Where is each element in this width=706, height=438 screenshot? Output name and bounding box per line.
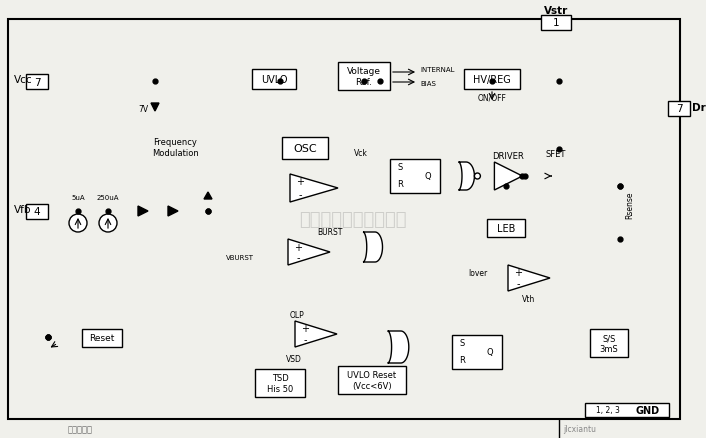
Bar <box>668 102 690 117</box>
Text: BIAS: BIAS <box>420 81 436 87</box>
Text: R: R <box>397 180 403 189</box>
Text: R: R <box>459 356 465 365</box>
Text: -: - <box>516 279 520 288</box>
Bar <box>464 70 520 90</box>
Text: SFET: SFET <box>545 150 566 159</box>
Text: HV/REG: HV/REG <box>473 75 511 85</box>
Text: ON/OFF: ON/OFF <box>477 93 506 102</box>
Text: Drain: Drain <box>692 103 706 113</box>
Bar <box>282 138 328 159</box>
Bar <box>82 329 122 347</box>
Polygon shape <box>168 207 178 216</box>
Text: +: + <box>294 243 302 252</box>
Circle shape <box>474 173 480 180</box>
Polygon shape <box>151 104 159 112</box>
Polygon shape <box>388 331 409 363</box>
Polygon shape <box>290 175 338 202</box>
Bar <box>541 16 571 31</box>
Text: +: + <box>296 177 304 187</box>
Bar <box>487 219 525 237</box>
Text: +: + <box>301 323 309 333</box>
Text: Voltage
Ref.: Voltage Ref. <box>347 67 381 86</box>
Text: UVLO Reset
(Vcc<6V): UVLO Reset (Vcc<6V) <box>347 371 397 390</box>
Text: Reset: Reset <box>90 334 114 343</box>
Text: 1, 2, 3: 1, 2, 3 <box>596 406 620 414</box>
Circle shape <box>219 140 237 158</box>
Text: 7V: 7V <box>138 105 148 114</box>
Bar <box>452 335 502 369</box>
Polygon shape <box>458 162 474 191</box>
Text: Vth: Vth <box>522 295 535 304</box>
Text: Rsense: Rsense <box>626 191 635 218</box>
Text: DRIVER: DRIVER <box>493 152 525 161</box>
Text: INTERNAL: INTERNAL <box>420 67 455 73</box>
Text: -: - <box>304 334 306 344</box>
Text: S: S <box>397 163 402 172</box>
Text: S/S
3mS: S/S 3mS <box>599 334 618 353</box>
Text: Iover: Iover <box>469 269 488 278</box>
Text: -: - <box>297 252 300 262</box>
Text: 杭州寻睬科技有限公司: 杭州寻睬科技有限公司 <box>299 211 407 229</box>
Text: Vstr: Vstr <box>544 6 568 16</box>
Text: Vck: Vck <box>354 149 368 158</box>
Text: Vfb: Vfb <box>14 205 32 215</box>
Text: 7: 7 <box>676 104 682 114</box>
Bar <box>585 403 669 417</box>
Bar <box>255 369 305 397</box>
Polygon shape <box>288 240 330 265</box>
Text: 4: 4 <box>34 207 40 217</box>
Text: +: + <box>514 267 522 277</box>
Bar <box>338 366 406 394</box>
Bar <box>26 75 48 90</box>
Text: 电路原理图: 电路原理图 <box>68 424 92 434</box>
Text: Q: Q <box>486 348 493 357</box>
Polygon shape <box>508 265 550 291</box>
Text: OLP: OLP <box>290 311 305 320</box>
Polygon shape <box>295 321 337 347</box>
Text: Q: Q <box>425 172 431 181</box>
Text: TSD
His 50: TSD His 50 <box>267 374 293 393</box>
Bar <box>590 329 628 357</box>
Text: VBURST: VBURST <box>226 254 254 261</box>
Text: UVLO: UVLO <box>261 75 287 85</box>
Bar <box>390 159 440 194</box>
Text: 5uA: 5uA <box>71 194 85 201</box>
Text: jlcxiantu: jlcxiantu <box>563 424 597 434</box>
Circle shape <box>69 215 87 233</box>
Text: S: S <box>460 339 465 348</box>
Text: 7: 7 <box>34 78 40 87</box>
Text: 1: 1 <box>553 18 559 28</box>
Polygon shape <box>204 193 212 200</box>
Text: 250uA: 250uA <box>97 194 119 201</box>
Text: Vcc: Vcc <box>14 75 32 85</box>
Bar <box>338 63 390 91</box>
Text: BURST: BURST <box>317 228 342 237</box>
Polygon shape <box>494 162 522 191</box>
Bar <box>252 70 296 90</box>
Text: OSC: OSC <box>293 144 317 154</box>
Bar <box>26 205 48 219</box>
Polygon shape <box>363 233 383 262</box>
Text: GND: GND <box>636 405 660 415</box>
Text: Frequency
Modulation: Frequency Modulation <box>152 138 198 157</box>
Polygon shape <box>138 207 148 216</box>
Text: VSD: VSD <box>286 355 302 364</box>
Text: LEB: LEB <box>497 223 515 233</box>
Circle shape <box>99 215 117 233</box>
Text: -: - <box>298 190 301 200</box>
